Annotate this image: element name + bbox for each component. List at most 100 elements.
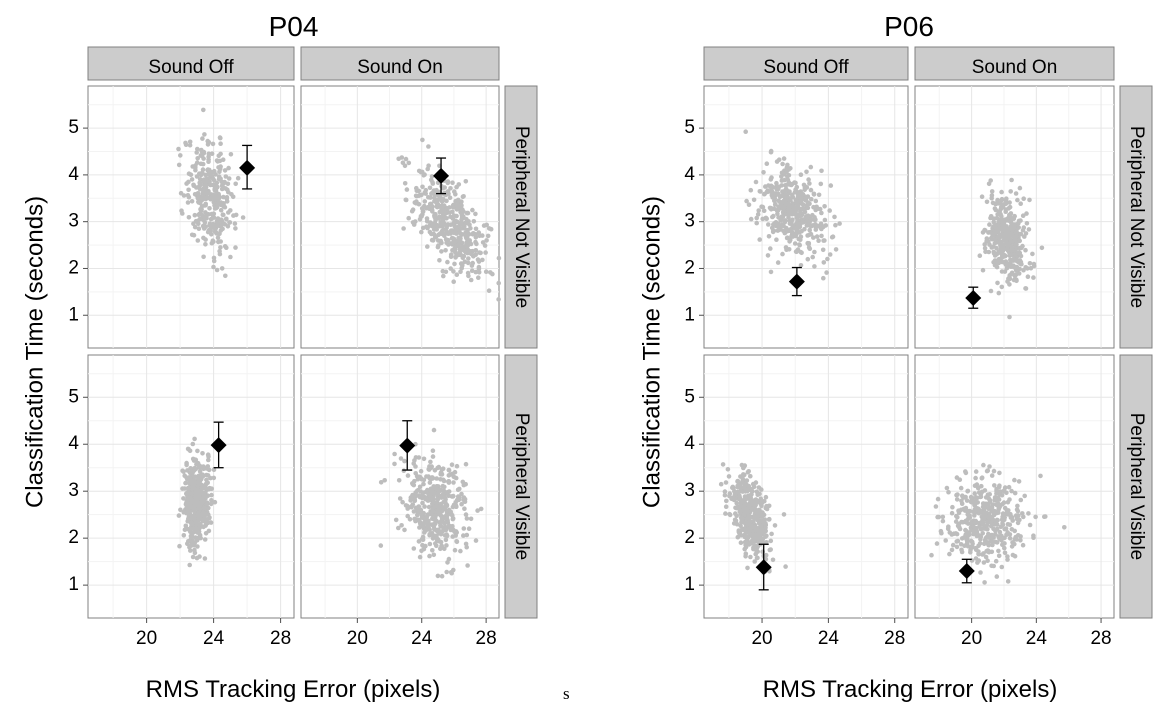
data-point [1002,526,1007,532]
data-point [199,485,205,491]
data-point [983,513,988,519]
facet-label-row: Peripheral Not Visible [511,126,532,308]
data-point [940,514,946,520]
stray-character: s [563,684,570,703]
data-point [402,181,408,186]
data-point [423,517,429,523]
data-point [741,511,747,517]
data-point [200,136,205,141]
data-point [197,184,202,189]
data-point [417,554,423,560]
data-point [763,556,769,562]
data-point [217,169,222,175]
data-point [1002,541,1007,546]
data-point [218,135,223,141]
data-point [400,499,405,505]
data-point [422,490,427,495]
data-point [806,177,811,182]
data-point [199,147,204,153]
data-point [992,483,997,488]
data-point [212,186,217,192]
data-point [480,233,485,238]
data-point [1013,191,1019,196]
data-point [996,209,1002,215]
data-point [415,512,420,518]
data-point [218,207,224,213]
data-point [430,448,436,454]
data-point [231,213,236,218]
data-point [215,159,220,164]
data-point [420,524,426,529]
data-point [949,547,955,553]
data-point [454,539,460,545]
data-point [184,460,189,466]
data-point [210,141,216,147]
data-point [737,531,742,536]
data-point [434,200,440,205]
data-point [208,501,214,507]
data-point [798,249,804,255]
data-point [204,216,209,221]
data-point [783,183,788,188]
data-point [205,142,211,147]
data-point [994,491,999,496]
data-point [972,491,977,496]
data-point [207,221,213,226]
data-point [192,192,198,197]
data-point [997,529,1003,535]
data-point [738,540,744,545]
data-point [1020,213,1026,218]
data-point [435,465,441,471]
y-tick-label: 5 [684,117,695,138]
data-point [964,536,969,542]
data-point [399,523,404,528]
data-point [982,538,988,543]
data-point [745,565,750,571]
data-point [459,217,464,222]
data-point [742,472,747,478]
data-point [1006,512,1011,517]
data-point [196,490,201,495]
data-point [968,550,973,555]
data-point [476,266,482,272]
data-point [208,520,214,525]
data-point [438,493,443,499]
data-point [788,198,793,203]
data-point [218,245,223,250]
data-point [774,180,779,186]
data-point [748,487,754,493]
data-point [822,217,828,223]
data-point [777,215,783,221]
data-point [211,475,217,481]
data-point [995,280,1000,286]
data-point [807,181,812,186]
facet-strip-col [300,46,500,81]
data-point [432,220,438,226]
data-point [428,220,433,225]
data-point [790,211,795,217]
data-point [200,213,205,219]
y-tick-label: 4 [684,433,695,454]
data-point [209,498,214,503]
data-point [193,493,198,499]
data-point [393,517,399,523]
data-point [454,213,459,219]
data-point [1004,262,1010,267]
data-point [201,466,206,472]
data-point [746,483,752,489]
data-point [1001,202,1006,207]
data-point [1021,196,1026,201]
data-point [771,213,776,219]
chart-title: P06 [884,11,934,42]
data-point [456,204,461,210]
data-point [1043,514,1048,519]
data-point [1011,277,1017,283]
data-point [223,174,229,179]
data-point [1018,201,1023,206]
data-point [811,191,817,197]
data-point [195,238,201,243]
data-point [425,523,430,528]
data-point [187,495,193,500]
data-point [764,161,770,166]
data-point [1015,503,1020,509]
